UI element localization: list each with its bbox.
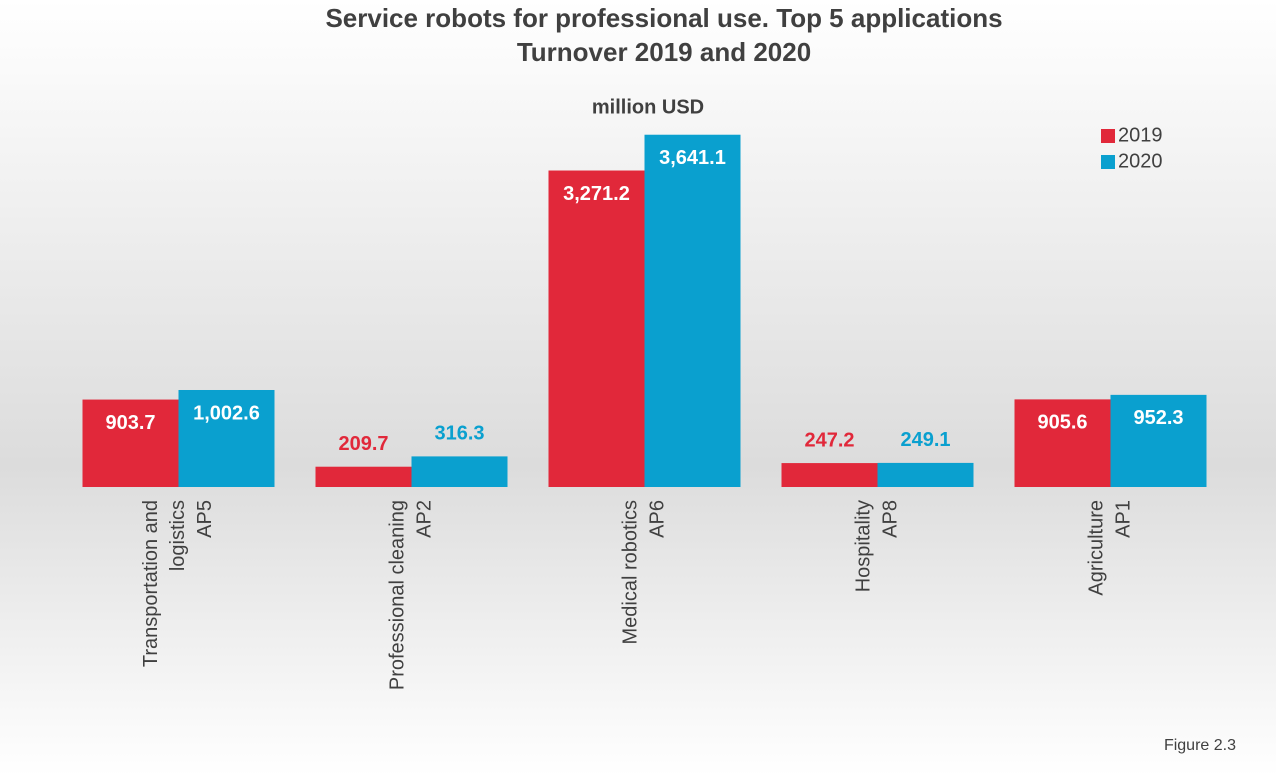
x-tick-label: AP5	[194, 500, 216, 538]
bar	[548, 170, 645, 487]
figure-note: Figure 2.3	[1164, 737, 1236, 754]
legend-label: 2019	[1118, 124, 1163, 146]
x-tick-label: logistics	[167, 500, 189, 571]
value-label: 903.7	[105, 412, 155, 434]
x-tick-label: Agriculture	[1085, 500, 1107, 596]
x-tick-label: AP8	[879, 500, 901, 538]
bar	[82, 399, 179, 487]
x-tick-label: AP1	[1112, 500, 1134, 538]
x-tick-label: Hospitality	[852, 500, 874, 592]
value-label: 952.3	[1133, 407, 1183, 429]
legend-label: 2020	[1118, 150, 1163, 172]
value-label: 316.3	[434, 423, 484, 445]
x-tick-label: AP2	[413, 500, 435, 538]
value-label: 3,271.2	[563, 183, 630, 205]
bar	[1110, 394, 1207, 487]
chart-title: Service robots for professional use. Top…	[325, 3, 1002, 33]
x-tick-label: AP6	[646, 500, 668, 538]
value-label: 247.2	[804, 429, 854, 451]
bar	[411, 456, 508, 487]
bar	[1014, 399, 1111, 487]
value-label: 209.7	[338, 433, 388, 455]
legend-swatch	[1101, 155, 1115, 169]
value-label: 905.6	[1037, 412, 1087, 434]
chart-title: Turnover 2019 and 2020	[517, 37, 811, 67]
value-label: 3,641.1	[659, 147, 726, 169]
bar	[781, 463, 878, 487]
value-label: 249.1	[900, 429, 950, 451]
bar	[315, 466, 412, 487]
x-tick-label: Medical robotics	[619, 500, 641, 645]
legend-swatch	[1101, 129, 1115, 143]
unit-label: million USD	[592, 96, 704, 118]
x-tick-label: Professional cleaning	[386, 500, 408, 690]
bar	[178, 389, 275, 487]
bar	[644, 134, 741, 487]
value-label: 1,002.6	[193, 402, 260, 424]
x-tick-label: Transportation and	[140, 500, 162, 667]
bar	[877, 462, 974, 487]
